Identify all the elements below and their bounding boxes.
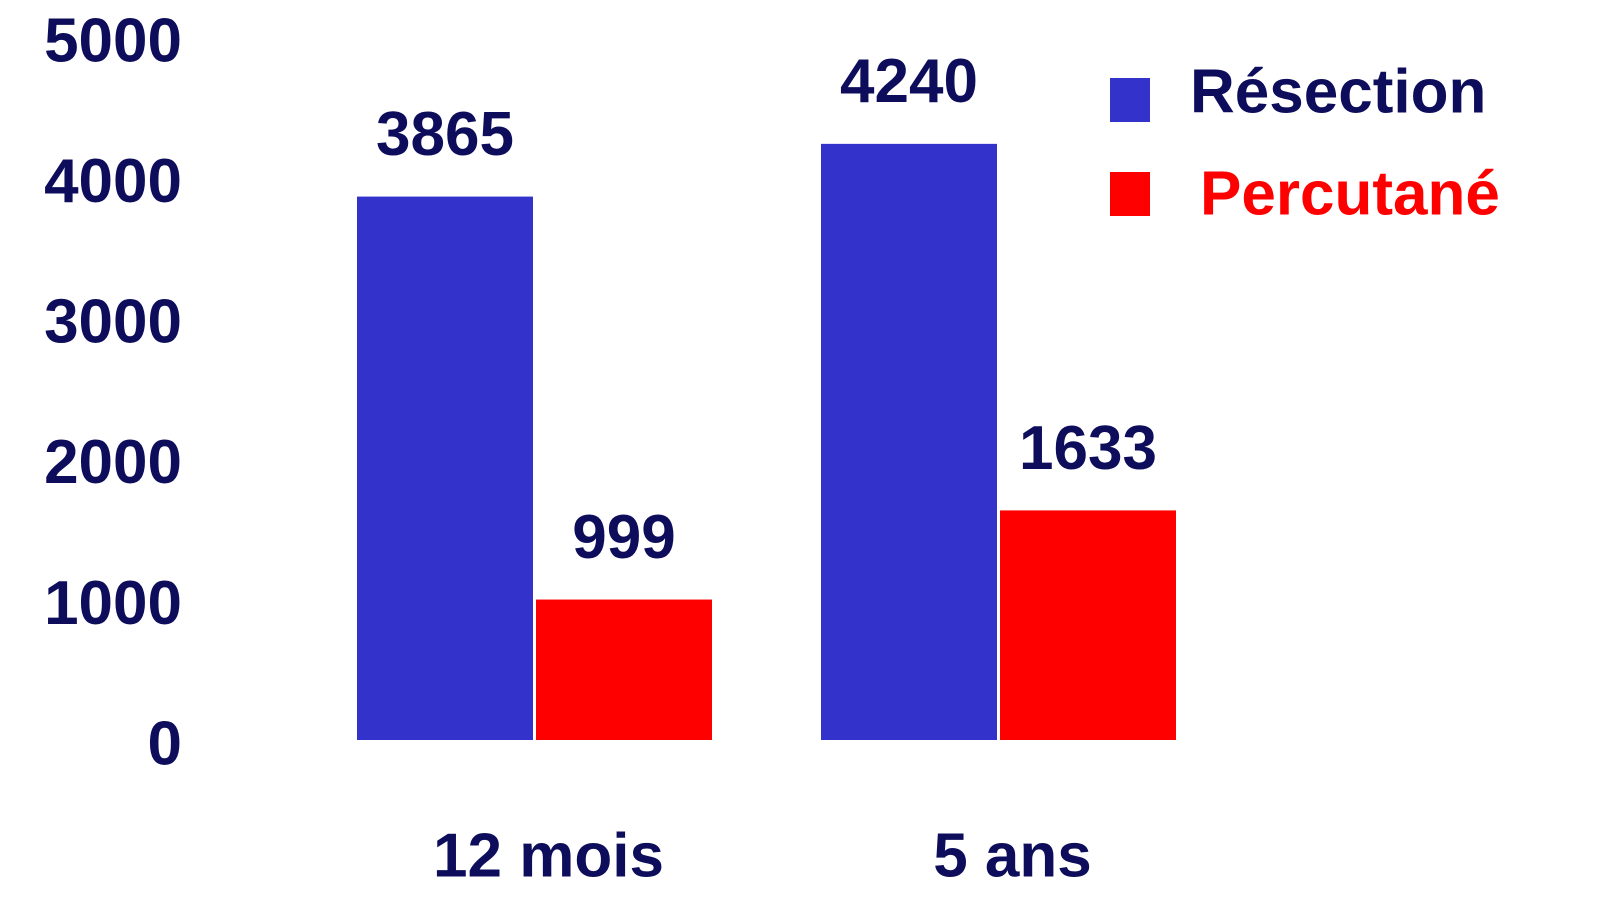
- y-tick-label: 5000: [44, 6, 182, 75]
- x-tick-label: 5 ans: [933, 821, 1092, 890]
- y-tick-label: 1000: [44, 569, 182, 638]
- legend-label: Percutané: [1200, 159, 1500, 228]
- value-label: 1633: [1019, 414, 1157, 483]
- value-label: 999: [572, 503, 675, 572]
- legend-swatch: [1110, 172, 1150, 216]
- y-tick-label: 2000: [44, 428, 182, 497]
- legend-label: Résection: [1190, 57, 1486, 126]
- bar: [1000, 510, 1176, 740]
- y-tick-label: 0: [148, 709, 182, 778]
- bar: [357, 196, 533, 740]
- bar: [821, 143, 997, 740]
- bar: [536, 599, 712, 740]
- y-tick-label: 3000: [44, 288, 182, 357]
- x-tick-label: 12 mois: [433, 821, 664, 890]
- value-label: 4240: [840, 47, 978, 116]
- value-label: 3865: [376, 100, 514, 169]
- legend-swatch: [1110, 78, 1150, 122]
- y-tick-label: 4000: [44, 147, 182, 216]
